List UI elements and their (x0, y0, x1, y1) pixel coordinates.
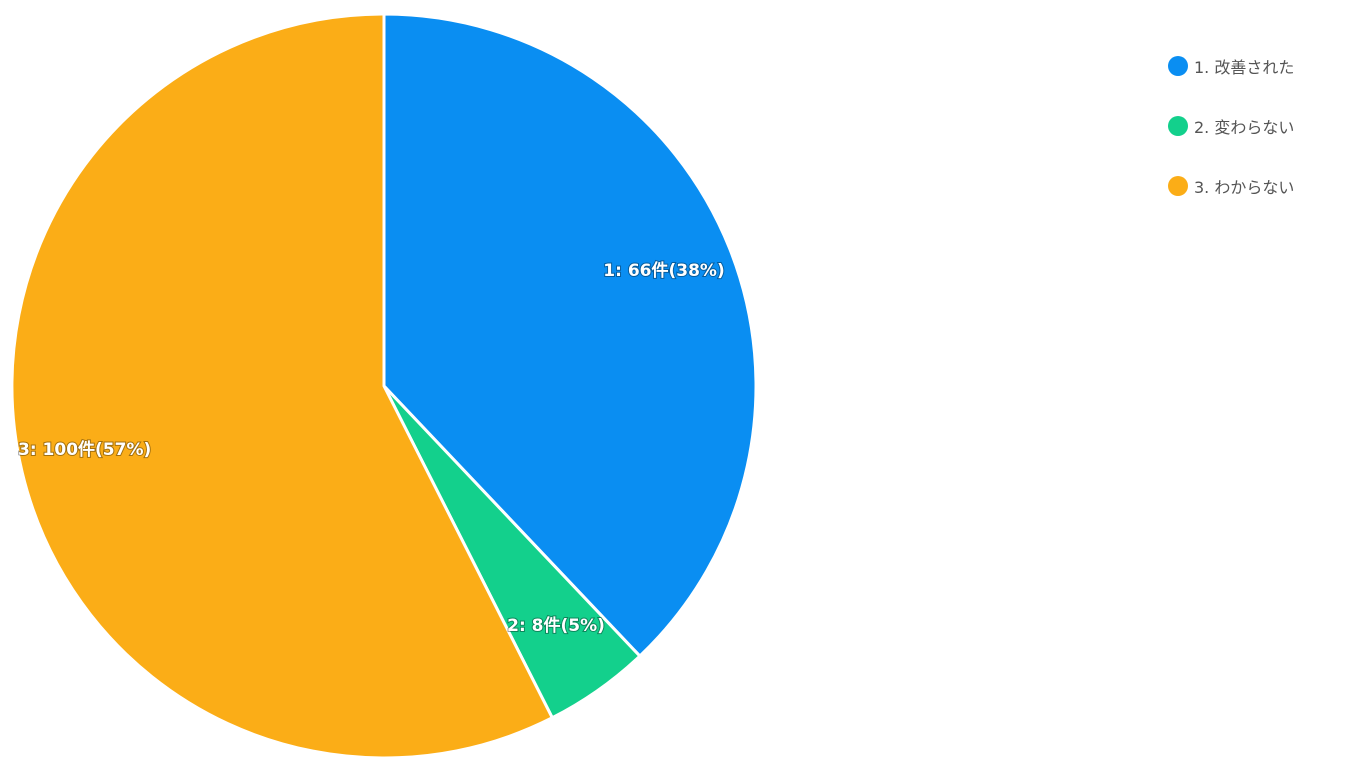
legend-item-unknown[interactable]: 3. わからない (1168, 172, 1294, 200)
legend-color-dot-icon (1168, 116, 1188, 136)
pie-data-label-1: 1: 66件(38%) (603, 260, 724, 281)
pie-data-label-2: 2: 8件(5%) (507, 615, 605, 636)
pie-slice-3[interactable] (10, 12, 554, 758)
legend: 1. 改善された 2. 変わらない 3. わからない (1168, 52, 1294, 232)
legend-item-improved[interactable]: 1. 改善された (1168, 52, 1294, 80)
legend-color-dot-icon (1168, 56, 1188, 76)
pie-slice-1[interactable] (382, 12, 758, 658)
legend-color-dot-icon (1168, 176, 1188, 196)
legend-label: 1. 改善された (1194, 58, 1295, 77)
pie-data-label-3: 3: 100件(57%) (18, 439, 151, 460)
legend-label: 3. わからない (1194, 178, 1295, 197)
legend-label: 2. 変わらない (1194, 118, 1295, 137)
legend-item-unchanged[interactable]: 2. 変わらない (1168, 112, 1294, 140)
